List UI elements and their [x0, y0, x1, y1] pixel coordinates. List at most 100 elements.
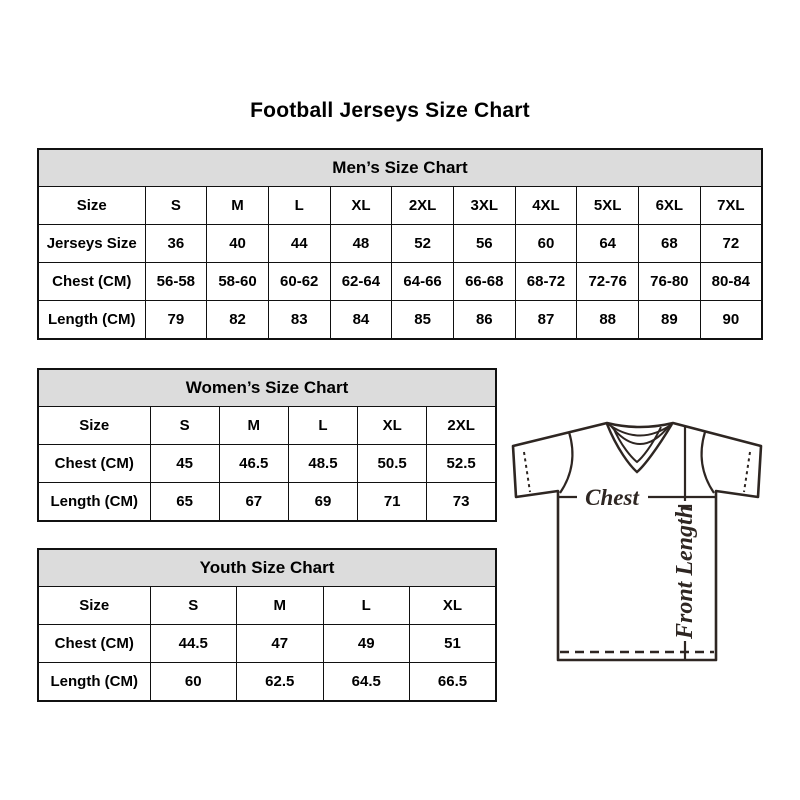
- cell-value: 89: [638, 300, 701, 340]
- cell-value: 60-62: [267, 262, 331, 301]
- cell-value: 44.5: [149, 624, 237, 663]
- cell-value: 5XL: [576, 186, 639, 225]
- cell-value: 62.5: [236, 662, 324, 702]
- cell-value: 46.5: [218, 444, 289, 483]
- row-label: Chest (CM): [37, 444, 151, 483]
- front-length-label: Front Length: [672, 505, 698, 640]
- cell-value: M: [236, 586, 324, 625]
- cell-value: 85: [391, 300, 454, 340]
- cell-value: 60: [514, 224, 578, 263]
- table-row: Size S M L XL: [37, 586, 497, 625]
- cell-value: 65: [149, 482, 220, 522]
- womens-size-chart: Women’s Size Chart Size S M L XL 2XL Chest (CM)…: [37, 368, 497, 522]
- cell-value: 7XL: [699, 186, 763, 225]
- cell-value: 52: [391, 224, 454, 263]
- cell-value: 51: [409, 624, 497, 663]
- row-label: Length (CM): [37, 662, 151, 702]
- cell-value: 49: [322, 624, 410, 663]
- row-label: Chest (CM): [37, 624, 151, 663]
- cell-value: S: [149, 586, 237, 625]
- table-row: Size S M L XL 2XL 3XL 4XL 5XL 6XL 7XL: [37, 186, 763, 225]
- size-table: Women’s Size Chart Size S M L XL 2XL Chest (CM)…: [37, 368, 497, 522]
- cell-value: 58-60: [206, 262, 269, 301]
- cell-value: 56-58: [144, 262, 208, 301]
- cell-value: 3XL: [452, 186, 516, 225]
- cell-value: 90: [699, 300, 763, 340]
- cell-value: 72: [699, 224, 763, 263]
- cell-value: 88: [576, 300, 639, 340]
- page-title: Football Jerseys Size Chart: [250, 99, 530, 122]
- cell-value: L: [267, 186, 331, 225]
- cell-value: L: [287, 406, 359, 445]
- jersey-outline-icon: [511, 421, 763, 662]
- cell-value: 66-68: [452, 262, 516, 301]
- front-length-line-icon: [678, 426, 692, 661]
- cell-value: 87: [514, 300, 578, 340]
- table-row: Length (CM) 60 62.5 64.5 66.5: [37, 662, 497, 702]
- cell-value: S: [149, 406, 220, 445]
- table-row: Chest (CM) 45 46.5 48.5 50.5 52.5: [37, 444, 497, 483]
- cell-value: 45: [149, 444, 220, 483]
- cell-value: 84: [329, 300, 393, 340]
- cell-value: 2XL: [426, 406, 497, 445]
- row-label: Size: [37, 406, 151, 445]
- cell-value: 64: [576, 224, 639, 263]
- table-row: Chest (CM) 44.5 47 49 51: [37, 624, 497, 663]
- cell-value: 64.5: [322, 662, 410, 702]
- table-row: Jerseys Size 36 40 44 48 52 56 60 64 68 72: [37, 224, 763, 263]
- cell-value: 68-72: [514, 262, 578, 301]
- sleeve-seam-left-icon: [559, 431, 574, 494]
- row-label: Chest (CM): [37, 262, 146, 301]
- table-title: Men’s Size Chart: [37, 148, 763, 187]
- cell-value: 72-76: [576, 262, 639, 301]
- cell-value: 60: [149, 662, 237, 702]
- cell-value: 73: [426, 482, 497, 522]
- cell-value: 71: [357, 482, 428, 522]
- cell-value: 64-66: [391, 262, 454, 301]
- table-title: Youth Size Chart: [37, 548, 497, 587]
- cell-value: 50.5: [357, 444, 428, 483]
- row-label: Size: [37, 586, 151, 625]
- cell-value: 83: [267, 300, 331, 340]
- cell-value: M: [218, 406, 289, 445]
- cell-value: 48.5: [287, 444, 359, 483]
- cuff-dash-right-icon: [743, 451, 751, 493]
- row-label: Size: [37, 186, 146, 225]
- cell-value: 80-84: [699, 262, 763, 301]
- vneck-inner-icon: [612, 426, 662, 464]
- cell-value: L: [322, 586, 410, 625]
- table-row: Length (CM) 65 67 69 71 73: [37, 482, 497, 522]
- cell-value: 62-64: [329, 262, 393, 301]
- vneck-outer-icon: [605, 423, 674, 474]
- mens-size-chart: Men’s Size Chart Size S M L XL 2XL 3XL 4XL 5XL 6XL…: [37, 148, 763, 340]
- jersey-measurement-diagram: Chest Front Length: [511, 421, 763, 662]
- cell-value: 69: [287, 482, 359, 522]
- cell-value: 6XL: [638, 186, 701, 225]
- cell-value: 82: [206, 300, 269, 340]
- cell-value: 76-80: [638, 262, 701, 301]
- cell-value: 67: [218, 482, 289, 522]
- cell-value: XL: [357, 406, 428, 445]
- cell-value: XL: [329, 186, 393, 225]
- cell-value: 2XL: [391, 186, 454, 225]
- cell-value: 47: [236, 624, 324, 663]
- cell-value: 86: [452, 300, 516, 340]
- table-row: Length (CM) 79 82 83 84 85 86 87 88 89 90: [37, 300, 763, 340]
- collar-band-inner-icon: [610, 425, 670, 445]
- cell-value: 52.5: [426, 444, 497, 483]
- youth-size-chart: Youth Size Chart Size S M L XL Chest (CM) 44.5 4…: [37, 548, 497, 702]
- cell-value: 4XL: [514, 186, 578, 225]
- row-label: Length (CM): [37, 300, 146, 340]
- cell-value: 44: [267, 224, 331, 263]
- cell-value: 79: [144, 300, 208, 340]
- cell-value: 36: [144, 224, 208, 263]
- cell-value: 66.5: [409, 662, 497, 702]
- chest-label: Chest: [585, 485, 639, 510]
- cell-value: 56: [452, 224, 516, 263]
- row-label: Jerseys Size: [37, 224, 146, 263]
- cell-value: 68: [638, 224, 701, 263]
- cell-value: S: [144, 186, 208, 225]
- size-table: Youth Size Chart Size S M L XL Chest (CM) 44.5 4…: [37, 548, 497, 702]
- cuff-dash-left-icon: [523, 451, 531, 493]
- cell-value: 48: [329, 224, 393, 263]
